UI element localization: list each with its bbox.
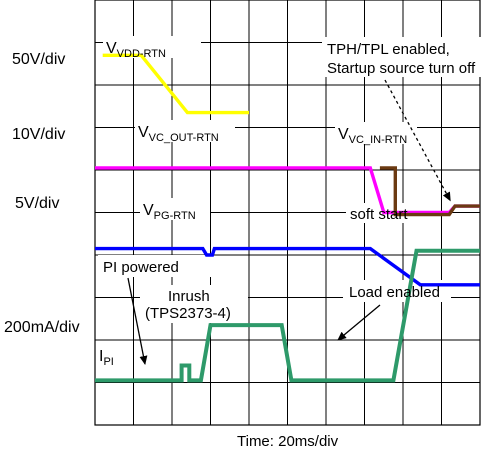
series-label-vvdd-rtn: VVDD-RTN: [106, 40, 166, 60]
series-label-vvc-out-rtn: VVC_OUT-RTN: [138, 124, 219, 144]
annotation-group: TPH/TPL enabled, Startup source turn off s…: [103, 41, 476, 365]
label-background: [346, 203, 418, 223]
annotation-pipowered-line: PI powered: [103, 259, 179, 276]
series-label-vvc-in-rtn: VVC_IN-RTN: [338, 126, 407, 146]
annotation-tph-line: TPH/TPL enabled,: [327, 41, 450, 58]
label-background: [335, 122, 417, 144]
series-line-ipi: [95, 248, 480, 383]
label-background: [103, 36, 201, 58]
series-label-ipi: IPI: [99, 348, 114, 368]
label-group: 50V/div 10V/div 5V/div 200mA/div Time: 2…: [4, 40, 407, 450]
series-line-vvc-in-rtn: [379, 166, 480, 217]
annotation-load-line: Load enabled: [349, 284, 440, 301]
label-background: [98, 255, 212, 277]
label-backgrounds: [97, 36, 490, 368]
label-background: [140, 285, 248, 323]
annotation-inrush-line: Inrush: [168, 288, 210, 305]
annotation-softstart-line: soft start: [350, 206, 408, 223]
scale-label-2: 10V/div: [12, 126, 65, 143]
annotation-pipowered-arrow: [127, 277, 148, 365]
scale-label-4: 200mA/div: [4, 319, 80, 336]
annotation-load-arrow: [337, 304, 381, 341]
grid: [94, 0, 490, 426]
label-background: [135, 120, 235, 142]
scale-label-1: 50V/div: [12, 51, 65, 68]
scale-label-3: 5V/div: [15, 195, 59, 212]
annotation-tph-arrow: [384, 79, 451, 202]
series-label-vpg-rtn: VPG-RTN: [143, 202, 196, 222]
label-background: [322, 37, 490, 77]
label-background: [97, 344, 123, 368]
annotation-tph-line: Startup source turn off: [327, 60, 476, 77]
series-line-vvdd-rtn: [102, 53, 249, 115]
x-axis-label: Time: 20ms/div: [237, 433, 339, 450]
trace-group: [95, 53, 480, 383]
label-background: [140, 198, 210, 220]
annotation-inrush-line: (TPS2373-4): [145, 305, 231, 322]
